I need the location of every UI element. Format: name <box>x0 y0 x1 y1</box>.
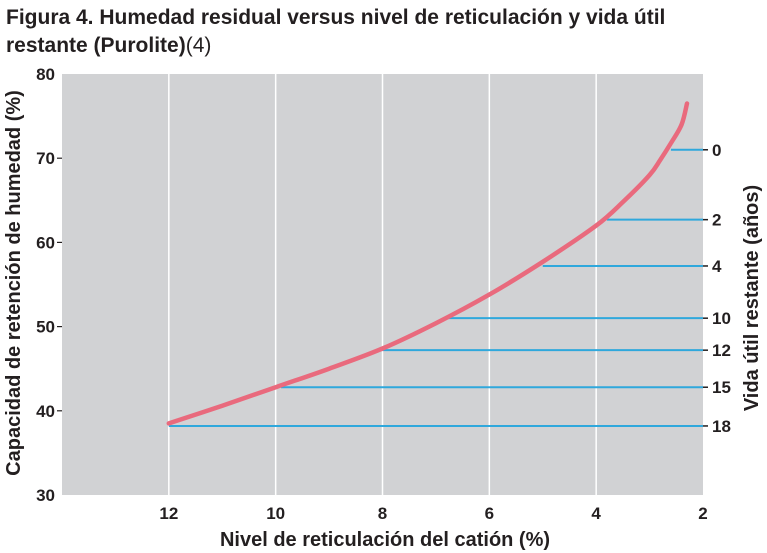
x-tick-label-10: 10 <box>266 504 285 523</box>
chart-title-text: Figura 4. Humedad residual versus nivel … <box>6 6 666 57</box>
chart-title-reference: (4) <box>185 34 212 57</box>
x-tick-label-12: 12 <box>159 504 178 523</box>
life-label-4: 4 <box>712 257 722 276</box>
x-tick-label-2: 2 <box>698 504 707 523</box>
x-tick-label-4: 4 <box>591 504 601 523</box>
x-axis-ticks: 12 10 8 6 4 2 <box>159 504 707 523</box>
life-label-0: 0 <box>712 141 721 160</box>
y-axis-ticks: 30 40 50 60 70 80 <box>36 65 62 505</box>
x-tick-label-8: 8 <box>378 504 387 523</box>
y-tick-label-70: 70 <box>36 149 55 168</box>
life-label-2: 2 <box>712 211 721 230</box>
life-label-15: 15 <box>712 378 731 397</box>
y-tick-label-40: 40 <box>36 402 55 421</box>
moisture-curve <box>166 101 690 426</box>
remaining-life-lines <box>168 148 703 427</box>
y-tick-label-30: 30 <box>36 486 55 505</box>
x-axis-title: Nivel de reticulación del catión (%) <box>220 529 550 551</box>
y-tick-label-80: 80 <box>36 65 55 84</box>
y-tick-label-50: 50 <box>36 318 55 337</box>
remaining-life-labels: 0 2 4 10 12 15 18 <box>703 141 731 436</box>
curve-layer <box>166 101 690 426</box>
life-label-12: 12 <box>712 341 731 360</box>
life-label-18: 18 <box>712 417 731 436</box>
chart-title: Figura 4. Humedad residual versus nivel … <box>6 4 726 60</box>
y-axis-title: Capacidad de retención de humedad (%) <box>3 90 25 476</box>
y2-axis-title: Vida útil restante (años) <box>741 185 763 411</box>
y-tick-label-60: 60 <box>36 233 55 252</box>
x-tick-label-6: 6 <box>485 504 494 523</box>
life-label-10: 10 <box>712 309 731 328</box>
